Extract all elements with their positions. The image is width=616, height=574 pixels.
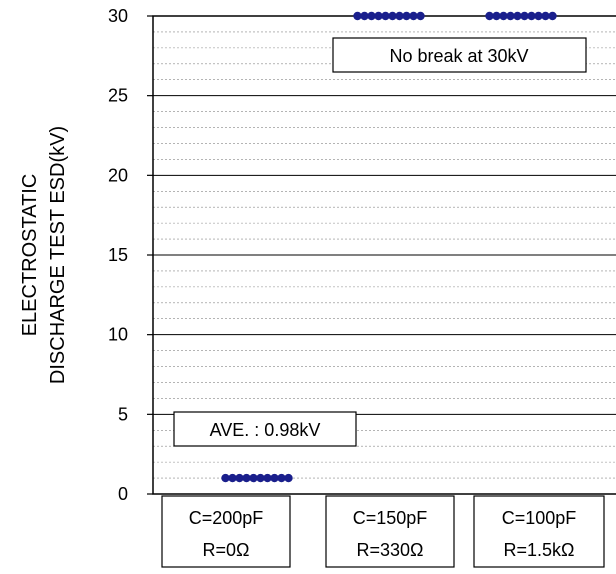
data-point [506, 11, 515, 21]
data-point [381, 11, 390, 21]
y-tick-label: 20 [108, 165, 128, 185]
data-point [263, 473, 272, 483]
annotation-average-box [173, 411, 357, 447]
category-label-line-2: R=1.5kΩ [504, 540, 575, 560]
category-label-line-1: C=150pF [353, 508, 428, 528]
category-label-box [161, 495, 291, 568]
data-point [527, 11, 536, 21]
data-point [388, 11, 397, 21]
data-point [492, 11, 501, 21]
data-point [249, 473, 258, 483]
category-labels: C=200pF R=0Ω C=150pF R=330Ω C=100pF R=1.5kΩ [161, 495, 605, 568]
data-point [256, 473, 265, 483]
data-point [520, 11, 529, 21]
data-point [541, 11, 550, 21]
y-axis-ticks: 0 5 10 15 20 25 30 [108, 6, 153, 504]
data-point [513, 11, 522, 21]
data-point [374, 11, 383, 21]
y-tick-label: 25 [108, 86, 128, 106]
data-point [409, 11, 418, 21]
data-point [242, 473, 251, 483]
y-tick-label: 10 [108, 325, 128, 345]
data-point [353, 11, 362, 21]
data-point [499, 11, 508, 21]
annotation-no-break-text: No break at 30kV [389, 46, 528, 66]
data-point [270, 473, 279, 483]
annotation-no-break-box [332, 37, 587, 73]
data-point [284, 473, 293, 483]
annotation-no-break: No break at 30kV [332, 37, 587, 73]
category-label-line-1: C=200pF [189, 508, 264, 528]
y-tick-label: 0 [118, 484, 128, 504]
data-point [395, 11, 404, 21]
data-point [360, 11, 369, 21]
data-point [416, 11, 425, 21]
y-tick-label: 30 [108, 6, 128, 26]
y-axis-label-line-2: DISCHARGE TEST ESD(kV) [47, 126, 69, 384]
data-point [221, 473, 230, 483]
category-label-line-1: C=100pF [502, 508, 577, 528]
data-point [367, 11, 376, 21]
data-point [235, 473, 244, 483]
data-points [221, 11, 557, 483]
category-label-box [325, 495, 455, 568]
data-point [548, 11, 557, 21]
category-label-line-2: R=0Ω [203, 540, 250, 560]
data-point [228, 473, 237, 483]
category-label-box [473, 495, 605, 568]
y-tick-label: 5 [118, 404, 128, 424]
annotation-average-text: AVE. : 0.98kV [210, 420, 321, 440]
y-tick-label: 15 [108, 245, 128, 265]
data-point [402, 11, 411, 21]
y-axis-label: ELECTROSTATIC DISCHARGE TEST ESD(kV) [19, 126, 69, 384]
y-axis-label-line-1: ELECTROSTATIC [19, 174, 41, 337]
data-point [485, 11, 494, 21]
data-point [534, 11, 543, 21]
annotation-average: AVE. : 0.98kV [173, 411, 357, 447]
grid-lines [153, 31, 616, 479]
category-label-line-2: R=330Ω [357, 540, 424, 560]
data-point [277, 473, 286, 483]
